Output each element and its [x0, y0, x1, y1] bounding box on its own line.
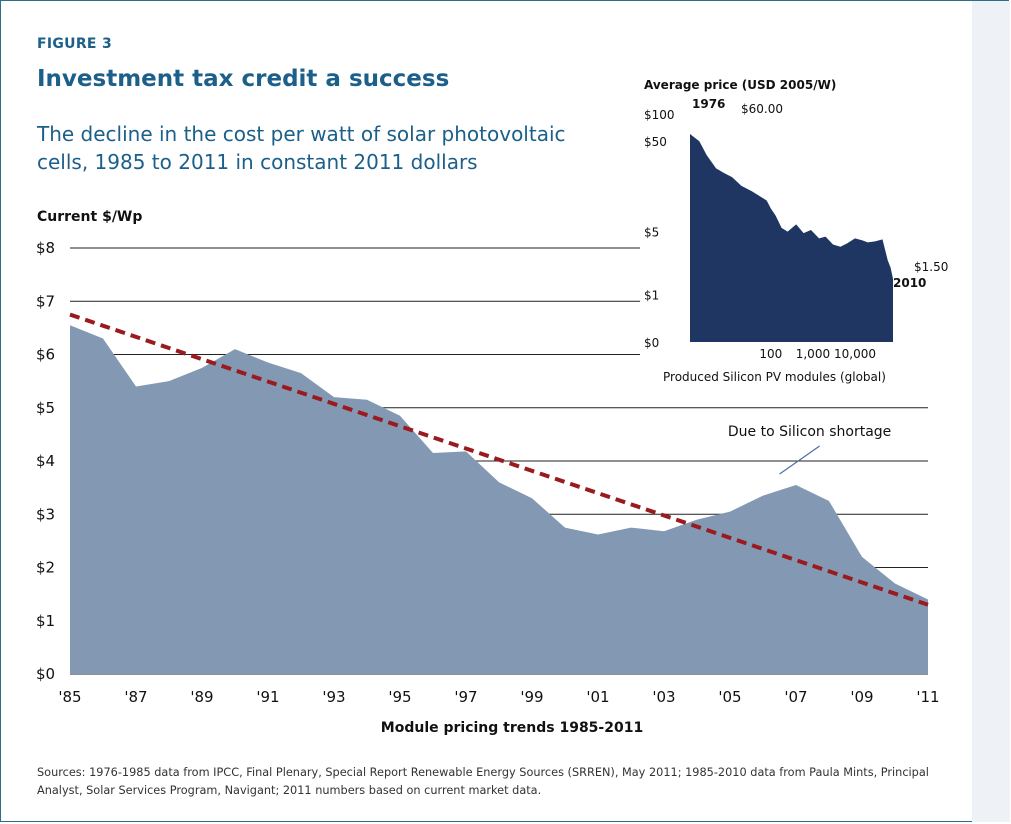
inset-y-ticks: $0 $1 $5 $50 $100	[644, 108, 675, 350]
main-x-tick-label: '05	[718, 688, 741, 706]
inset-y-tick-label: $0	[644, 336, 659, 350]
inset-end-year: 2010	[893, 276, 926, 290]
main-x-axis-label: Module pricing trends 1985-2011	[381, 720, 643, 736]
main-x-tick-label: '11	[916, 688, 939, 706]
inset-x-tick-label: 100	[759, 347, 782, 361]
main-chart: Current $/Wp $0$1$2$3$4$5$6$7$8 '85'87'8…	[36, 209, 940, 736]
inset-area-series	[690, 134, 893, 342]
main-y-tick-label: $4	[36, 452, 55, 470]
figure-title: Investment tax credit a success	[37, 66, 450, 92]
main-x-tick-label: '97	[454, 688, 477, 706]
side-panel	[972, 1, 1010, 822]
main-x-tick-label: '09	[850, 688, 873, 706]
main-y-tick-label: $6	[36, 346, 55, 364]
main-y-tick-label: $8	[36, 239, 55, 257]
inset-title: Average price (USD 2005/W)	[644, 78, 836, 92]
main-trendline	[69, 312, 929, 607]
main-x-tick-label: '95	[388, 688, 411, 706]
sources-note: Sources: 1976-1985 data from IPCC, Final…	[37, 766, 929, 797]
main-x-tick-label: '07	[784, 688, 807, 706]
inset-end-price: $1.50	[914, 260, 948, 274]
main-x-ticks: '85 '87 '89 '91 '93 '95 '97 '99 '01 '03 '05 '07 '09 '…	[58, 688, 939, 706]
main-area-series	[70, 325, 928, 674]
main-x-tick-label: '99	[520, 688, 543, 706]
inset-chart: Average price (USD 2005/W) $0 $1 $5 $50 $100…	[640, 78, 948, 388]
annotation-leader-line	[779, 445, 820, 475]
main-x-tick-label: '85	[58, 688, 81, 706]
main-x-tick-label: '89	[190, 688, 213, 706]
inset-x-tick-label: 10,000	[834, 347, 876, 361]
main-y-tick-label: $7	[36, 292, 55, 310]
inset-x-ticks: 100 1,000 10,000	[759, 347, 876, 361]
inset-y-tick-label: $100	[644, 108, 675, 122]
main-x-tick-label: '93	[322, 688, 345, 706]
main-y-tick-label: $3	[36, 505, 55, 523]
main-x-tick-label: '03	[652, 688, 675, 706]
inset-start-price: $60.00	[741, 102, 783, 116]
main-x-tick-label: '01	[586, 688, 609, 706]
main-x-tick-label: '91	[256, 688, 279, 706]
inset-x-tick-label: 1,000	[796, 347, 830, 361]
figure-label: FIGURE 3	[37, 36, 112, 52]
main-y-ticks: $0 $1 $2 $3 $4 $5 $6 $7 $8	[36, 239, 55, 683]
main-y-tick-label: $1	[36, 612, 55, 630]
inset-y-tick-label: $1	[644, 289, 659, 303]
main-y-tick-label: $5	[36, 399, 55, 417]
inset-start-year: 1976	[692, 97, 725, 111]
main-y-tick-label: $2	[36, 559, 55, 577]
annotation-text: Due to Silicon shortage	[728, 424, 891, 440]
inset-y-tick-label: $50	[644, 135, 667, 149]
main-y-tick-label: $0	[36, 665, 55, 683]
inset-x-axis-label: Produced Silicon PV modules (global)	[663, 370, 886, 384]
figure-subtitle: The decline in the cost per watt of sola…	[37, 122, 566, 174]
inset-y-tick-label: $5	[644, 226, 659, 240]
main-x-tick-label: '87	[124, 688, 147, 706]
main-y-axis-label: Current $/Wp	[37, 209, 142, 225]
